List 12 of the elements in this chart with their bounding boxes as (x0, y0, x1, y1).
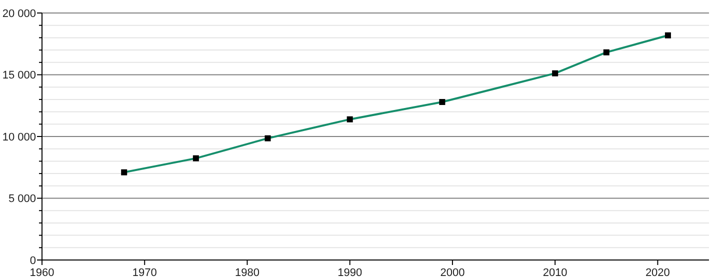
x-tick-label: 1970 (132, 267, 157, 279)
x-tick-label: 2000 (440, 267, 465, 279)
y-tick-label: 20 000 (2, 8, 36, 20)
y-tick-label: 5 000 (8, 193, 36, 206)
x-tick-label: 1960 (30, 267, 54, 279)
x-tick-label: 1980 (234, 267, 260, 279)
y-tick-label: 10 000 (2, 131, 36, 144)
x-tick-label: 2020 (645, 267, 670, 279)
x-tick-label: 2010 (542, 267, 568, 279)
y-tick-label: 0 (30, 254, 36, 267)
y-tick-label: 15 000 (2, 70, 36, 82)
x-tick-label: 1990 (338, 267, 362, 279)
